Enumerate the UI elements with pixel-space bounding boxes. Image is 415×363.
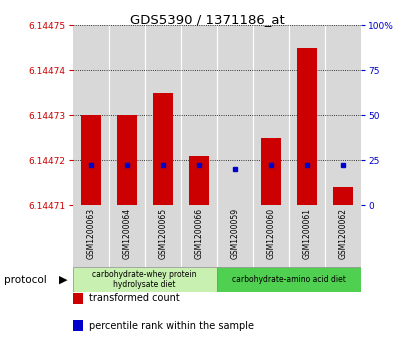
Text: GSM1200064: GSM1200064 <box>122 208 131 259</box>
Bar <box>261 138 281 205</box>
Text: GSM1200065: GSM1200065 <box>158 208 167 259</box>
Text: GSM1200061: GSM1200061 <box>303 208 312 259</box>
Bar <box>325 25 361 205</box>
Bar <box>145 25 181 205</box>
Text: GSM1200063: GSM1200063 <box>86 208 95 259</box>
Bar <box>289 25 325 205</box>
Text: GSM1200059: GSM1200059 <box>230 208 239 259</box>
Text: GSM1200066: GSM1200066 <box>194 208 203 259</box>
Bar <box>217 205 253 267</box>
Bar <box>253 25 289 205</box>
Bar <box>117 115 137 205</box>
Text: transformed count: transformed count <box>89 293 180 303</box>
Bar <box>217 25 253 205</box>
Bar <box>181 25 217 205</box>
Bar <box>333 187 353 205</box>
Bar <box>325 205 361 267</box>
Bar <box>73 205 109 267</box>
Bar <box>289 205 325 267</box>
Bar <box>217 267 361 292</box>
Bar <box>109 25 145 205</box>
Bar <box>189 156 209 205</box>
Bar <box>181 205 217 267</box>
Text: GDS5390 / 1371186_at: GDS5390 / 1371186_at <box>130 13 285 26</box>
Bar <box>153 93 173 205</box>
Bar <box>81 115 100 205</box>
Bar <box>253 205 289 267</box>
Text: carbohydrate-whey protein
hydrolysate diet: carbohydrate-whey protein hydrolysate di… <box>93 270 197 289</box>
Text: ▶: ▶ <box>59 274 68 285</box>
Text: GSM1200060: GSM1200060 <box>266 208 276 259</box>
Bar <box>73 25 109 205</box>
Bar <box>73 267 217 292</box>
Bar <box>145 205 181 267</box>
Text: carbohydrate-amino acid diet: carbohydrate-amino acid diet <box>232 275 346 284</box>
Text: percentile rank within the sample: percentile rank within the sample <box>89 321 254 331</box>
Text: GSM1200062: GSM1200062 <box>339 208 347 259</box>
Bar <box>297 48 317 205</box>
Bar <box>109 205 145 267</box>
Text: protocol: protocol <box>4 274 47 285</box>
